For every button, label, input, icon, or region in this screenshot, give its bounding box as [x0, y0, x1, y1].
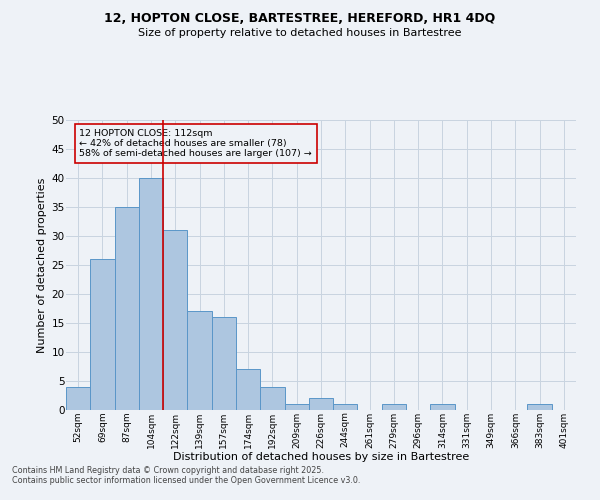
Bar [527, 404, 552, 410]
Bar [66, 387, 90, 410]
Text: 12 HOPTON CLOSE: 112sqm
← 42% of detached houses are smaller (78)
58% of semi-de: 12 HOPTON CLOSE: 112sqm ← 42% of detache… [79, 128, 312, 158]
Bar [309, 398, 333, 410]
Bar [430, 404, 455, 410]
Bar [284, 404, 309, 410]
Bar [139, 178, 163, 410]
Text: Size of property relative to detached houses in Bartestree: Size of property relative to detached ho… [138, 28, 462, 38]
Bar [382, 404, 406, 410]
Bar [187, 312, 212, 410]
Text: Contains HM Land Registry data © Crown copyright and database right 2025.
Contai: Contains HM Land Registry data © Crown c… [12, 466, 361, 485]
Bar [260, 387, 284, 410]
Bar [163, 230, 187, 410]
Text: 12, HOPTON CLOSE, BARTESTREE, HEREFORD, HR1 4DQ: 12, HOPTON CLOSE, BARTESTREE, HEREFORD, … [104, 12, 496, 26]
Bar [236, 370, 260, 410]
Bar [115, 207, 139, 410]
X-axis label: Distribution of detached houses by size in Bartestree: Distribution of detached houses by size … [173, 452, 469, 462]
Bar [212, 317, 236, 410]
Bar [90, 259, 115, 410]
Bar [333, 404, 358, 410]
Y-axis label: Number of detached properties: Number of detached properties [37, 178, 47, 352]
